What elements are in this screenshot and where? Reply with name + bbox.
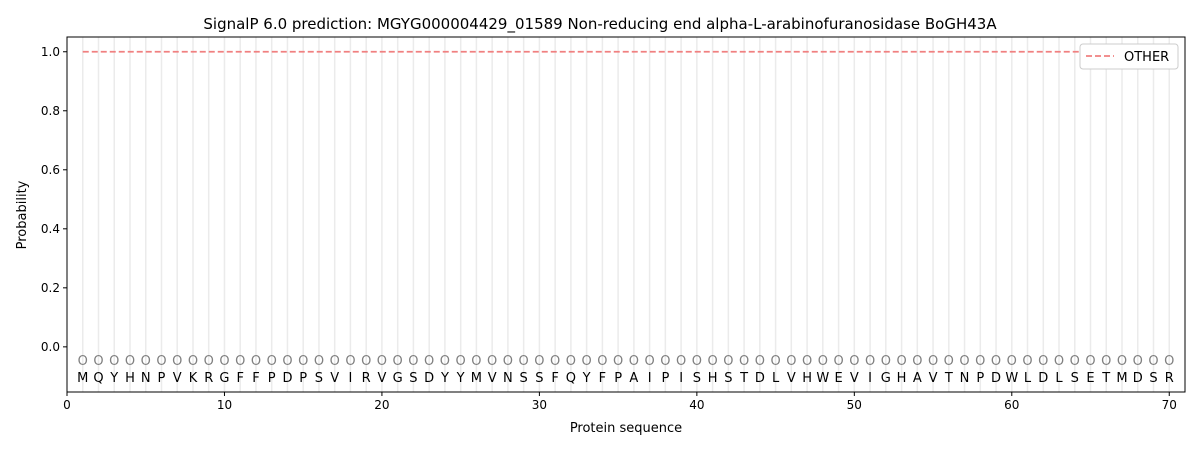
chart-title: SignalP 6.0 prediction: MGYG000004429_01… <box>203 15 997 34</box>
x-tick-label: 20 <box>374 398 389 412</box>
region-label: O <box>298 354 308 369</box>
y-tick-label: 0.2 <box>41 281 60 295</box>
y-axis-label: Probability <box>15 180 30 249</box>
x-tick-label: 50 <box>847 398 862 412</box>
region-label: O <box>219 354 229 369</box>
region-label: O <box>723 354 733 369</box>
region-label: O <box>93 354 103 369</box>
region-label: O <box>456 354 466 369</box>
x-tick-label: 30 <box>532 398 547 412</box>
region-label: O <box>345 354 355 369</box>
region-label: O <box>959 354 969 369</box>
region-label: O <box>1117 354 1127 369</box>
region-label: O <box>707 354 717 369</box>
region-label: O <box>912 354 922 369</box>
region-label: O <box>1022 354 1032 369</box>
region-label: O <box>1054 354 1064 369</box>
region-label: O <box>282 354 292 369</box>
region-label: O <box>78 354 88 369</box>
region-label: O <box>267 354 277 369</box>
region-label: O <box>1085 354 1095 369</box>
region-label: O <box>692 354 702 369</box>
region-label: O <box>991 354 1001 369</box>
region-label: O <box>755 354 765 369</box>
region-label: O <box>613 354 623 369</box>
region-label: O <box>534 354 544 369</box>
y-tick-label: 0.6 <box>41 163 60 177</box>
region-label: O <box>881 354 891 369</box>
x-axis-label: Protein sequence <box>570 421 682 436</box>
region-label: O <box>944 354 954 369</box>
region-label: O <box>770 354 780 369</box>
region-label: O <box>582 354 592 369</box>
region-label: O <box>408 354 418 369</box>
region-label: O <box>818 354 828 369</box>
region-label: O <box>629 354 639 369</box>
region-label: O <box>204 354 214 369</box>
region-label: O <box>361 354 371 369</box>
region-label: O <box>424 354 434 369</box>
region-label: O <box>975 354 985 369</box>
region-label: O <box>235 354 245 369</box>
region-label: O <box>928 354 938 369</box>
region-label: O <box>660 354 670 369</box>
y-tick-label: 1.0 <box>41 45 60 59</box>
region-label: O <box>471 354 481 369</box>
region-label: O <box>739 354 749 369</box>
region-label: O <box>645 354 655 369</box>
x-tick-label: 60 <box>1004 398 1019 412</box>
legend-label: OTHER <box>1124 50 1169 65</box>
region-label: O <box>1164 354 1174 369</box>
region-label: O <box>1101 354 1111 369</box>
region-label: O <box>172 354 182 369</box>
region-label: O <box>896 354 906 369</box>
region-label: O <box>519 354 529 369</box>
region-label: O <box>1038 354 1048 369</box>
plot-frame <box>66 36 1186 393</box>
region-label: O <box>833 354 843 369</box>
x-tick-label: 70 <box>1162 398 1177 412</box>
x-tick-label: 40 <box>689 398 704 412</box>
region-label: O <box>487 354 497 369</box>
x-tick-label: 0 <box>63 398 71 412</box>
region-label: O <box>676 354 686 369</box>
region-label: O <box>1133 354 1143 369</box>
region-label: O <box>1070 354 1080 369</box>
region-label: O <box>786 354 796 369</box>
region-label: O <box>865 354 875 369</box>
region-label: O <box>802 354 812 369</box>
region-label: O <box>1148 354 1158 369</box>
region-label: O <box>550 354 560 369</box>
region-label: O <box>597 354 607 369</box>
region-label: O <box>188 354 198 369</box>
region-label: O <box>440 354 450 369</box>
region-label: O <box>377 354 387 369</box>
legend-box <box>1079 43 1179 70</box>
region-label: O <box>314 354 324 369</box>
x-tick-label: 10 <box>217 398 232 412</box>
y-tick-label: 0.8 <box>41 104 60 118</box>
region-label: O <box>109 354 119 369</box>
region-label: O <box>125 354 135 369</box>
region-label: O <box>141 354 151 369</box>
region-label: O <box>1007 354 1017 369</box>
region-label: O <box>566 354 576 369</box>
y-tick-label: 0.0 <box>41 340 60 354</box>
region-label: O <box>251 354 261 369</box>
sequence-residues: MQYHNPVKRGFFPDPSVIRVGSDYYMVNSSFQYFPAIPIS… <box>77 371 1174 386</box>
region-label: O <box>849 354 859 369</box>
region-label: O <box>156 354 166 369</box>
y-tick-label: 0.4 <box>41 222 60 236</box>
region-label: O <box>330 354 340 369</box>
region-label: O <box>503 354 513 369</box>
region-label: O <box>393 354 403 369</box>
